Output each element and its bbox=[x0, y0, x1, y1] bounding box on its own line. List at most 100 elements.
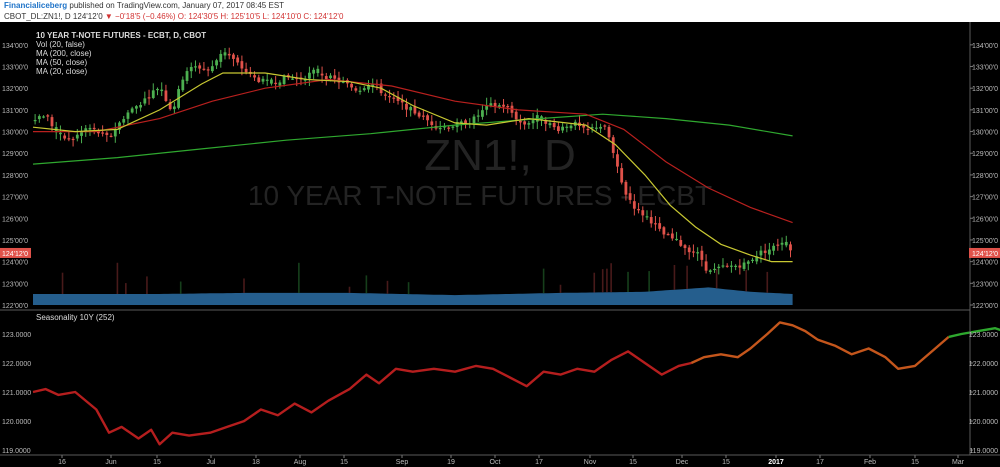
candle-up bbox=[746, 261, 750, 264]
candle-up bbox=[215, 60, 218, 66]
candle-up bbox=[282, 75, 286, 85]
last-price: 124'12'0 bbox=[72, 12, 103, 21]
seasonality-pane[interactable] bbox=[32, 321, 1000, 446]
publisher-link[interactable]: Financialiceberg bbox=[4, 1, 68, 10]
candle-up bbox=[485, 105, 489, 110]
price-label: 124'12'0 bbox=[2, 251, 28, 258]
symbol-line: CBOT_DL:ZN1!, D 124'12'0 ▼ −0'18'5 (−0.4… bbox=[4, 12, 343, 21]
x-tick-label: Nov bbox=[584, 459, 597, 466]
candle-down bbox=[514, 111, 518, 120]
candle-up bbox=[443, 126, 446, 128]
candle-up bbox=[118, 122, 121, 130]
candle-down bbox=[687, 247, 691, 253]
candle-down bbox=[232, 54, 235, 59]
candle-up bbox=[210, 66, 214, 72]
candle-down bbox=[97, 130, 100, 134]
candle-up bbox=[59, 132, 62, 135]
candle-up bbox=[780, 242, 784, 245]
y-tick-label: 122'00'0 bbox=[972, 303, 998, 310]
y-tick-label-left: 134'00'0 bbox=[2, 43, 28, 50]
candle-down bbox=[253, 75, 256, 78]
candle-down bbox=[324, 76, 328, 79]
candle-down bbox=[350, 83, 354, 88]
season-tick-label-left: 120.0000 bbox=[2, 419, 31, 426]
candle-up bbox=[675, 238, 678, 241]
volume-bar bbox=[766, 271, 769, 293]
candle-down bbox=[502, 104, 505, 107]
volume-bar bbox=[673, 264, 676, 290]
x-tick-label: Jun bbox=[105, 459, 116, 466]
candle-down bbox=[63, 135, 67, 139]
candle-down bbox=[274, 82, 278, 85]
candle-up bbox=[265, 79, 269, 81]
candle-down bbox=[392, 97, 396, 99]
x-tick-label: 2017 bbox=[768, 459, 784, 466]
volume-bar bbox=[610, 263, 612, 293]
candle-up bbox=[531, 120, 535, 124]
candle-down bbox=[92, 127, 96, 130]
candle-down bbox=[683, 245, 687, 249]
candle-down bbox=[383, 94, 387, 96]
y-tick-label: 130'00'0 bbox=[972, 130, 998, 137]
candle-up bbox=[569, 125, 573, 129]
candle-down bbox=[523, 121, 527, 125]
price-label-bg bbox=[969, 247, 1000, 258]
main-title: 10 YEAR T-NOTE FUTURES - ECBT, D, CBOT bbox=[36, 31, 207, 40]
main-price-pane[interactable]: ZN1!, D10 YEAR T-NOTE FUTURES - ECBT bbox=[32, 47, 793, 305]
chart-background bbox=[0, 22, 1000, 467]
y-tick-label-left: 126'00'0 bbox=[2, 216, 28, 223]
season-tick-label: 120.0000 bbox=[969, 419, 998, 426]
candle-up bbox=[599, 126, 602, 129]
x-tick-label: Oct bbox=[490, 459, 501, 466]
indicator-ma20[interactable]: MA (20, close) bbox=[36, 67, 88, 76]
indicator-ma200[interactable]: MA (200, close) bbox=[36, 49, 92, 58]
candle-down bbox=[320, 73, 324, 76]
candle-up bbox=[696, 252, 700, 254]
seasonality-title[interactable]: Seasonality 10Y (252) bbox=[36, 313, 115, 322]
volume-bar bbox=[715, 268, 718, 289]
candle-up bbox=[291, 78, 294, 80]
candle-up bbox=[156, 88, 159, 91]
candle-up bbox=[151, 90, 155, 98]
candle-up bbox=[548, 123, 552, 126]
candle-up bbox=[755, 256, 759, 262]
candle-up bbox=[122, 119, 126, 123]
price-label-bg bbox=[0, 247, 31, 258]
published-text: published on TradingView.com, January 07… bbox=[69, 1, 285, 10]
y-tick-label: 132'00'0 bbox=[972, 86, 998, 93]
candle-up bbox=[409, 106, 413, 111]
candle-down bbox=[544, 119, 548, 124]
candle-up bbox=[717, 266, 721, 269]
candle-down bbox=[109, 135, 113, 138]
volume-bar bbox=[365, 275, 368, 294]
candle-down bbox=[582, 124, 586, 128]
volume-bar bbox=[648, 271, 650, 292]
candle-down bbox=[202, 68, 206, 70]
candle-down bbox=[400, 100, 404, 103]
candle-up bbox=[113, 129, 117, 137]
candle-down bbox=[413, 106, 417, 114]
volume-bar bbox=[348, 286, 351, 293]
ma200-line bbox=[32, 113, 793, 165]
season-tick-label: 121.0000 bbox=[969, 390, 998, 397]
candle-down bbox=[388, 96, 391, 98]
candle-down bbox=[168, 102, 172, 110]
candle-up bbox=[308, 72, 311, 79]
candle-down bbox=[46, 115, 50, 117]
candle-up bbox=[565, 126, 569, 128]
y-tick-label-left: 127'00'0 bbox=[2, 195, 28, 202]
y-tick-label-left: 124'00'0 bbox=[2, 260, 28, 267]
candle-up bbox=[459, 121, 463, 124]
candle-down bbox=[658, 223, 662, 229]
candle-down bbox=[624, 181, 628, 195]
candle-down bbox=[670, 233, 674, 239]
candle-down bbox=[430, 121, 434, 126]
candle-up bbox=[329, 75, 332, 79]
volume-area bbox=[33, 287, 793, 305]
indicator-ma50[interactable]: MA (50, close) bbox=[36, 58, 88, 67]
candle-up bbox=[713, 268, 716, 271]
candle-up bbox=[219, 53, 223, 62]
indicator-volume[interactable]: Vol (20, false) bbox=[36, 40, 85, 49]
